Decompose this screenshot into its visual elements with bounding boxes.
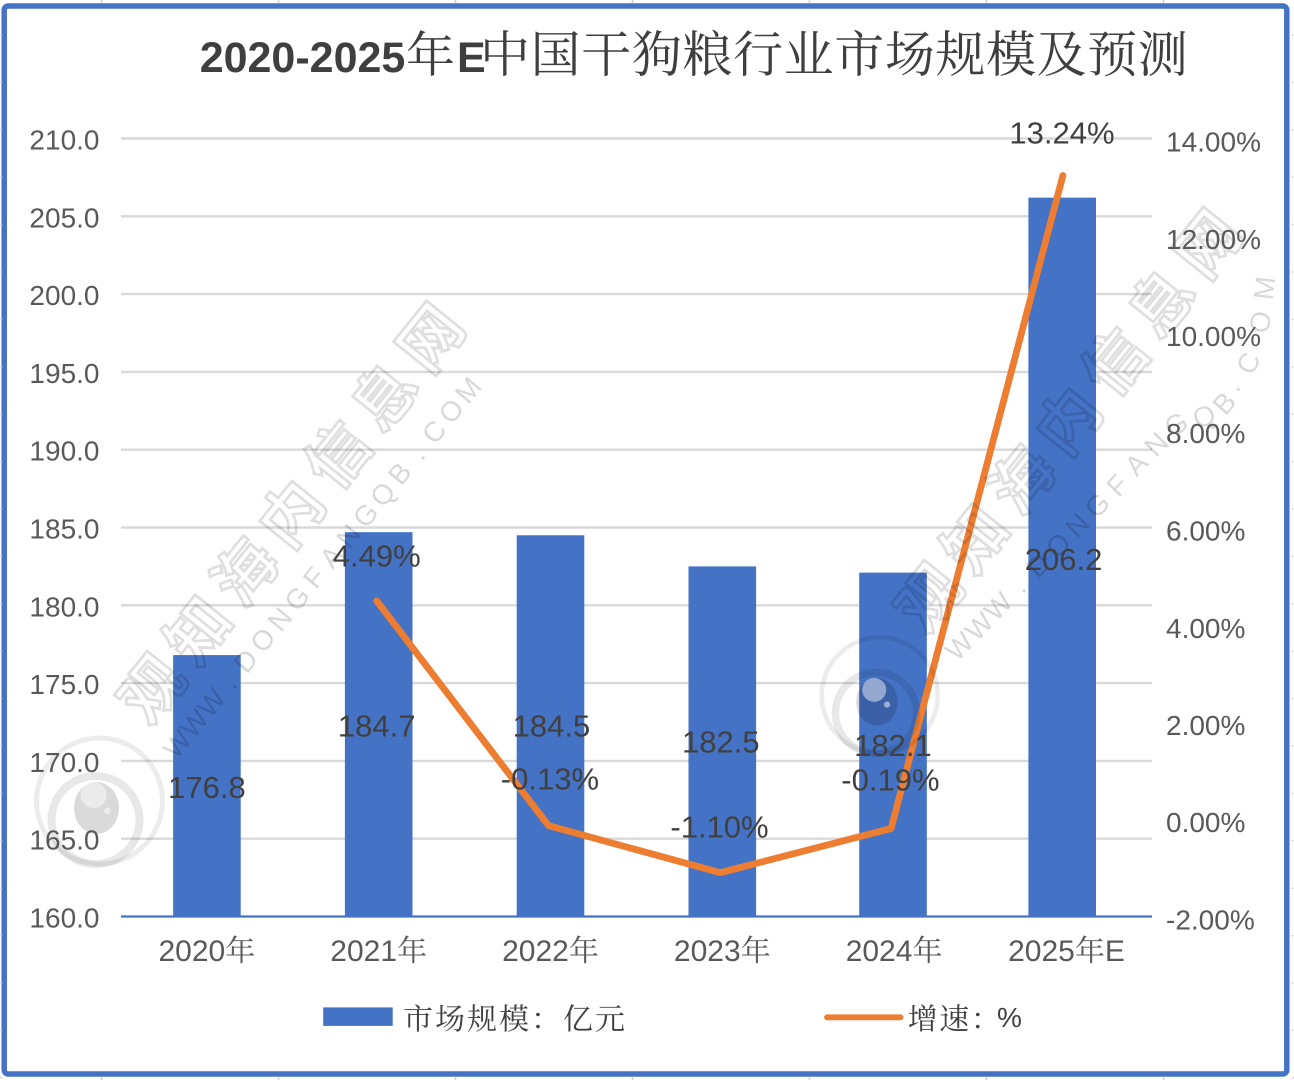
svg-text:%: %	[997, 1002, 1022, 1033]
svg-text:184.7: 184.7	[338, 709, 416, 744]
svg-text:176.8: 176.8	[168, 770, 246, 805]
svg-text:10.00%: 10.00%	[1166, 321, 1261, 352]
svg-text:182.5: 182.5	[682, 725, 760, 760]
svg-text:2020-2025: 2020-2025	[200, 34, 406, 82]
svg-text:0.00%: 0.00%	[1166, 807, 1245, 838]
svg-text:190.0: 190.0	[29, 436, 99, 467]
svg-text:2021: 2021	[330, 935, 397, 968]
svg-text:2025: 2025	[1008, 935, 1075, 968]
svg-text:2022: 2022	[502, 935, 569, 968]
svg-text:-1.10%: -1.10%	[670, 810, 768, 845]
svg-text:13.24%: 13.24%	[1009, 116, 1114, 151]
svg-text:210.0: 210.0	[29, 125, 99, 156]
svg-text:-0.19%: -0.19%	[841, 762, 939, 797]
svg-text:8.00%: 8.00%	[1166, 418, 1245, 449]
svg-text:2020: 2020	[159, 935, 226, 968]
svg-text:12.00%: 12.00%	[1166, 224, 1261, 255]
svg-text:185.0: 185.0	[29, 514, 99, 545]
svg-text:4.00%: 4.00%	[1166, 613, 1245, 644]
svg-text:6.00%: 6.00%	[1166, 516, 1245, 547]
svg-text:-0.13%: -0.13%	[501, 762, 599, 797]
svg-text:14.00%: 14.00%	[1166, 127, 1261, 158]
svg-text:2024: 2024	[846, 935, 913, 968]
svg-text:175.0: 175.0	[29, 669, 99, 700]
svg-text:2.00%: 2.00%	[1166, 710, 1245, 741]
svg-text:165.0: 165.0	[29, 825, 99, 856]
svg-text:E: E	[1105, 935, 1125, 968]
svg-text:170.0: 170.0	[29, 747, 99, 778]
svg-text:M: M	[1248, 275, 1282, 302]
svg-text:E: E	[457, 34, 486, 82]
svg-text:160.0: 160.0	[29, 903, 99, 934]
svg-text:4.49%: 4.49%	[333, 539, 421, 574]
svg-text:195.0: 195.0	[29, 358, 99, 389]
svg-text:184.5: 184.5	[513, 709, 591, 744]
svg-text:-2.00%: -2.00%	[1166, 905, 1255, 936]
svg-text:182.1: 182.1	[854, 728, 932, 763]
svg-text:2023: 2023	[674, 935, 741, 968]
svg-text:205.0: 205.0	[29, 202, 99, 233]
svg-text:206.2: 206.2	[1025, 542, 1103, 577]
svg-text:180.0: 180.0	[29, 591, 99, 622]
svg-text:200.0: 200.0	[29, 280, 99, 311]
